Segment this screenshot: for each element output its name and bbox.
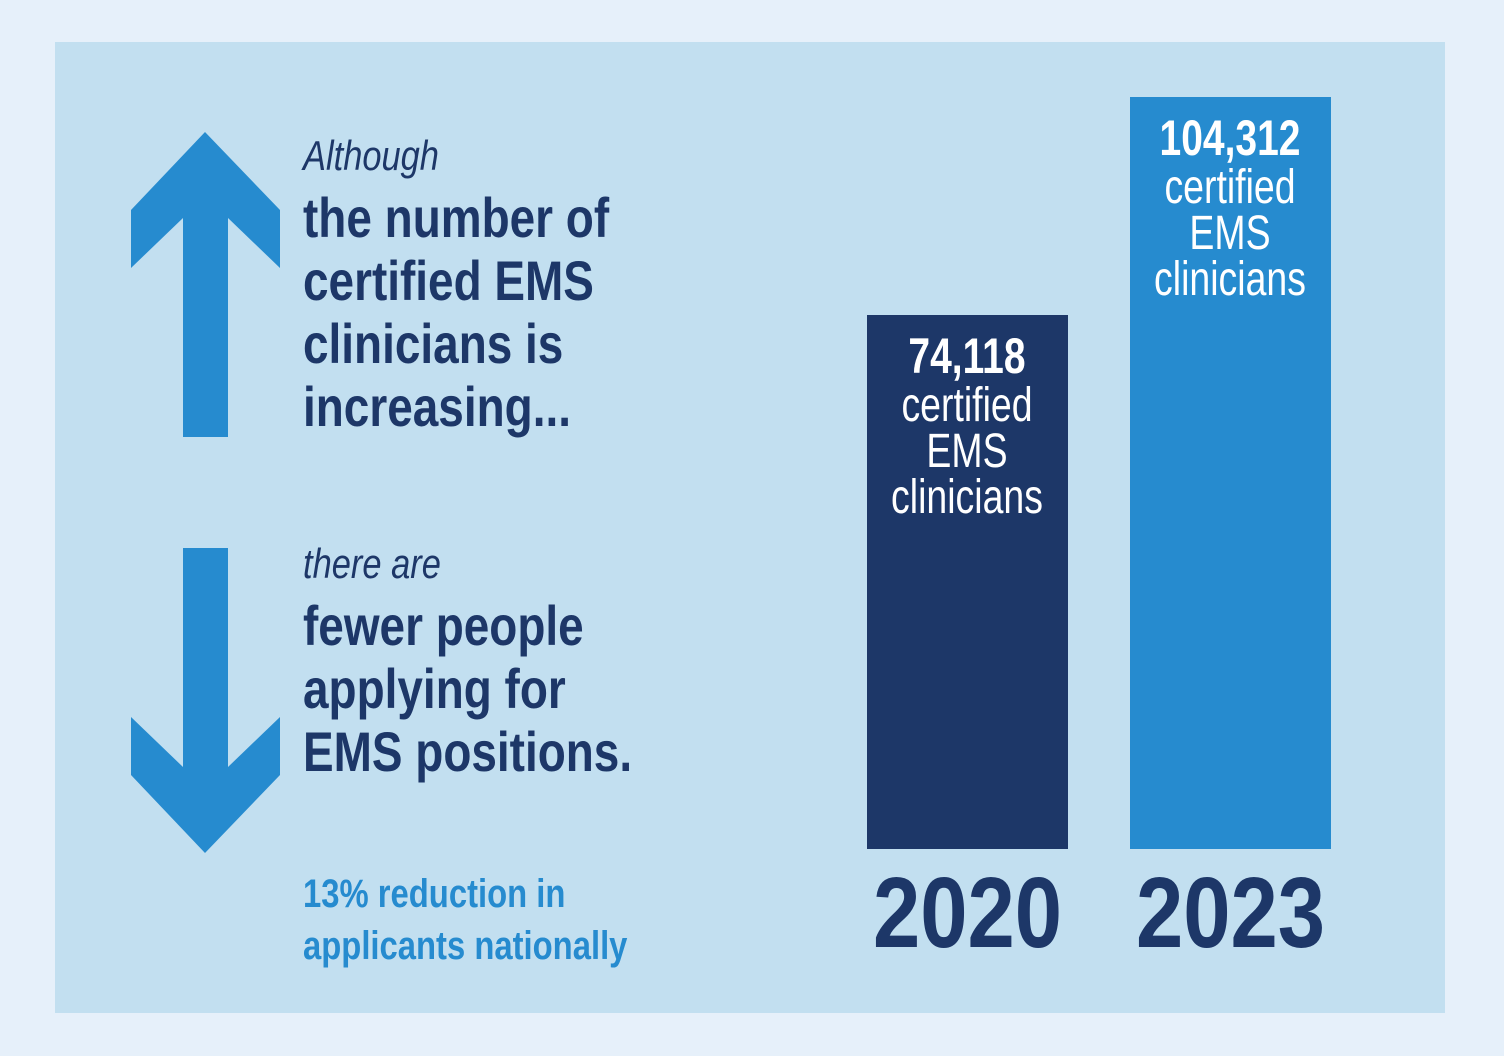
value-label: 74,118 bbox=[908, 327, 1026, 384]
headline: the number of certified EMS clinicians i… bbox=[303, 186, 610, 438]
intro-text: there are bbox=[303, 540, 441, 587]
headline: fewer people applying for EMS positions. bbox=[303, 594, 633, 783]
bar-text: 74,118 certified EMS clinicians bbox=[862, 327, 1073, 524]
down-arrow bbox=[131, 548, 280, 853]
bar: 74,118 certified EMS clinicians bbox=[866, 314, 1068, 849]
bar-text: 104,312 certified EMS clinicians bbox=[1125, 110, 1336, 306]
note: 13% reduction in applicants nationally bbox=[303, 872, 628, 968]
bar: 104,312 certified EMS clinicians bbox=[1129, 97, 1331, 849]
bar-label: certified EMS clinicians bbox=[891, 378, 1043, 524]
intro-text: Although bbox=[303, 132, 439, 179]
up-arrow bbox=[131, 132, 280, 437]
x-tick-label: 2023 bbox=[1135, 857, 1325, 969]
bar-label: certified EMS clinicians bbox=[1154, 161, 1306, 306]
value-label: 104,312 bbox=[1159, 110, 1301, 166]
x-tick-label: 2020 bbox=[872, 857, 1062, 969]
